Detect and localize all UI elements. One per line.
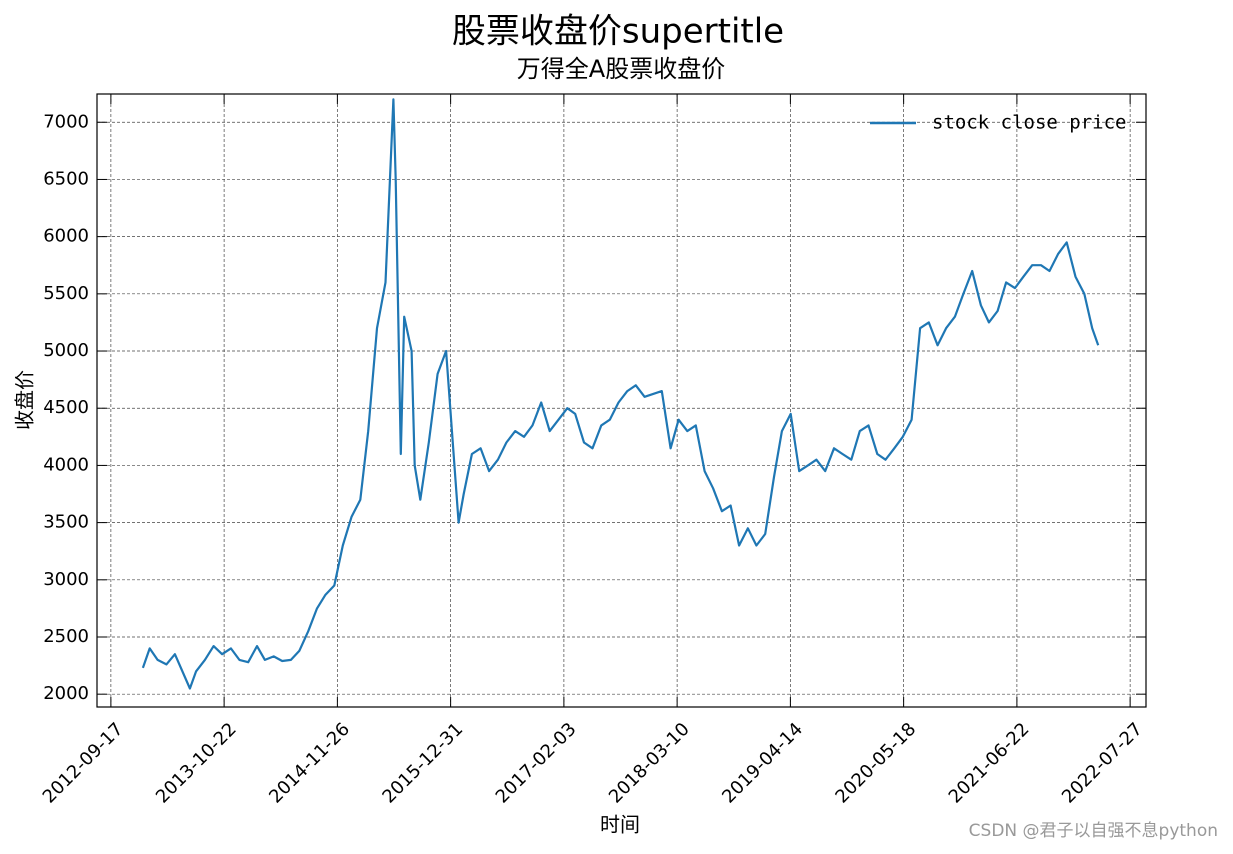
x-tick-label: 2021-06-22	[945, 719, 1034, 808]
x-tick-label: 2019-04-14	[718, 719, 807, 808]
plot-frame	[96, 93, 1147, 708]
y-tick-label: 6500	[43, 168, 89, 189]
y-tick-label: 6000	[43, 226, 89, 247]
y-tick-label: 3500	[43, 512, 89, 533]
watermark: CSDN @君子以自强不息python	[969, 821, 1218, 841]
y-tick-label: 5000	[43, 340, 89, 361]
y-tick-label: 7000	[43, 111, 89, 132]
x-tick-label: 2015-12-31	[378, 719, 467, 808]
y-axis-label: 收盘价	[13, 370, 37, 430]
x-tick-label: 2018-03-10	[605, 719, 694, 808]
x-tick-label: 2022-07-27	[1058, 719, 1147, 808]
x-axis-label: 时间	[600, 813, 640, 837]
x-tick-label: 2013-10-22	[152, 719, 241, 808]
legend-label: stock close price	[932, 112, 1126, 134]
data-line	[141, 98, 1100, 690]
x-tick-label: 2014-11-26	[265, 719, 354, 808]
y-tick-label: 4000	[43, 454, 89, 475]
y-tick-label: 2500	[43, 626, 89, 647]
x-tick-label: 2017-02-03	[492, 719, 581, 808]
x-tick-label: 2012-09-17	[39, 719, 128, 808]
y-tick-label: 4500	[43, 397, 89, 418]
chart-title: 股票收盘价supertitle	[452, 12, 784, 52]
y-tick-label: 3000	[43, 569, 89, 590]
y-tick-label: 5500	[43, 283, 89, 304]
x-tick-label: 2020-05-18	[831, 719, 920, 808]
y-tick-label: 2000	[43, 683, 89, 704]
chart-subtitle: 万得全A股票收盘价	[517, 55, 725, 83]
